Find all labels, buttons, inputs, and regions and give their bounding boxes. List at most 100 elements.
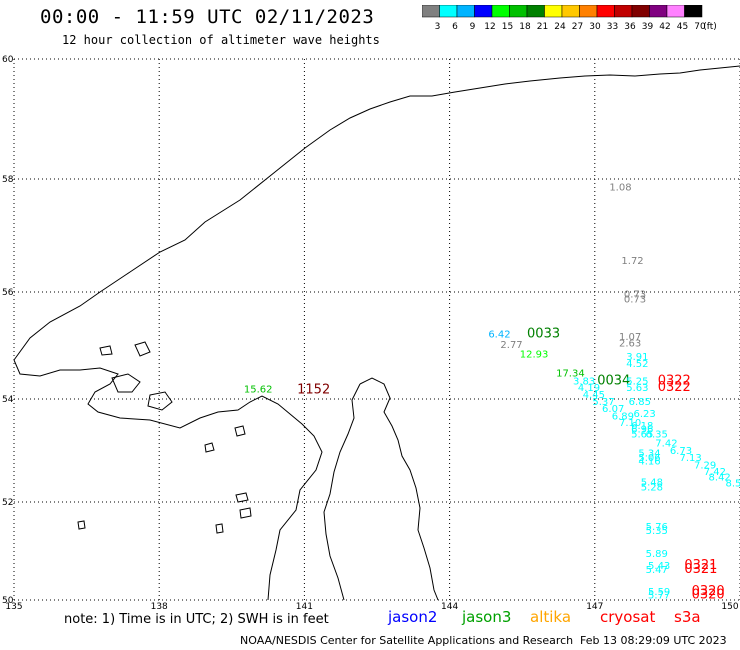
lat-tick-label: 58 [2,175,14,185]
lon-tick-label: 144 [441,602,458,610]
wave-height-label: 4.52 [626,359,648,370]
lat-tick-label: 52 [2,498,13,508]
color-unit-label: (ft) [703,22,717,31]
wave-height-map: 1.08 1.72 0.730.73 1.072.63 2.776.42 0033 12.9… [2,55,740,610]
wave-height-label: 5.25 [626,377,648,388]
wave-height-label: 0322 [658,380,691,395]
footer-date: Feb 13 08:29:09 UTC 2023 [580,634,727,647]
lon-tick-label: 138 [151,602,168,610]
lon-tick-label: 135 [5,602,22,610]
small-island [235,492,249,503]
wave-height-label: 15.62 [244,385,273,396]
wave-height-label: 1.07 [619,332,641,343]
legend-s3a: s3a [674,608,701,626]
wave-height-label: 6.85 [629,397,651,408]
wave-height-label: 6.23 [634,409,656,420]
wave-height-label: 6.96 [631,424,653,435]
legend-cryosat: cryosat [600,608,656,626]
wave-height-label: 0034 [597,374,630,389]
wave-height-label: 0321 [684,558,717,573]
color-tick-label: 24 [554,22,566,31]
color-tick-label: 33 [607,22,618,31]
small-island [204,442,215,453]
wave-height-label: 12.93 [520,349,549,360]
color-swatch [684,5,703,18]
lon-tick-label: 150 [721,602,738,610]
wave-height-label: 6.07 [602,404,624,415]
wave-height-label: 0320 [692,588,725,603]
lat-tick-label: 50 [2,596,14,606]
color-tick-label: 12 [484,22,495,31]
wave-height-label: 2.77 [500,340,522,351]
legend-altika: altika [530,608,572,626]
wave-height-label: 1.08 [609,182,631,193]
wave-height-label: 0033 [527,326,560,341]
color-tick-label: 42 [659,22,670,31]
lat-tick-label: 60 [2,55,14,65]
legend-note: note: 1) Time is in UTC; 2) SWH is in fe… [64,612,329,627]
sakhalin-island [323,377,439,601]
small-island [234,425,246,437]
wave-height-label: 0321 [684,562,717,577]
coastline-north [13,65,740,361]
color-tick-label: 30 [589,22,601,31]
color-tick-label: 3 [435,22,441,31]
chart-subtitle: 12 hour collection of altimeter wave hei… [62,33,380,47]
color-tick-label: 36 [624,22,636,31]
shantar-island-2 [147,391,173,411]
color-tick-label: 15 [502,22,513,31]
color-tick-label: 39 [642,22,654,31]
color-tick-label: 70 [694,22,706,31]
axis-labels: 135 138 141 144 147 150 60 58 56 54 52 50 [2,55,739,610]
wave-height-label: 5.43 [648,561,670,572]
map-grid [13,58,740,601]
chart-title: 00:00 - 11:59 UTC 02/11/2023 [40,6,375,28]
wave-height-label: 5.65 [631,430,653,441]
wave-height-label: 3.83 [573,377,595,388]
color-tick-label: 9 [470,22,476,31]
wave-height-label: 1.72 [621,256,643,267]
lat-tick-label: 56 [2,288,14,298]
coastline [13,65,740,601]
color-tick-label: 18 [519,22,531,31]
lat-tick-label: 54 [2,395,14,405]
wave-height-label: 5.76 [646,522,668,533]
wave-height-label: 5.06 [638,453,660,464]
color-scale-bar: 3 6 9 12 15 18 21 24 27 30 33 36 39 42 45 70(ft) [422,5,717,31]
wave-height-label: 4.16 [638,456,660,467]
lon-tick-label: 147 [586,602,603,610]
wave-height-label: 2.63 [619,339,641,350]
wave-height-label: 5.63 [626,383,648,394]
wave-height-label: 6.42 [488,329,510,340]
legend-jason2: jason2 [388,608,438,626]
small-island [77,520,86,530]
wave-height-label: 5.89 [646,549,668,560]
color-tick-label: 6 [452,22,458,31]
wave-height-label: 0322 [658,374,691,389]
wave-height-label: 5.48 [641,478,663,489]
wave-height-label: 7.29 [694,461,716,472]
wave-height-label: 0320 [692,584,725,599]
wave-height-label: 7.42 [704,467,726,478]
color-tick-label: 45 [677,22,688,31]
footer-source: NOAA/NESDIS Center for Satellite Applica… [240,634,574,647]
observation-labels: 1.08 1.72 0.730.73 1.072.63 2.776.42 0033 12.9… [244,182,740,602]
wave-height-label: 6.89 [612,412,634,423]
wave-height-label: 7.13 [680,453,702,464]
wave-height-label: 5.34 [638,449,660,460]
wave-height-label: 6.18 [631,421,653,432]
color-tick-label: 21 [537,22,548,31]
wave-height-label: 5.47 [646,565,668,576]
lon-tick-label: 141 [296,602,313,610]
small-island [215,523,224,534]
wave-height-label: 3.91 [626,352,648,363]
wave-height-label: 6.73 [670,446,692,457]
wave-height-label: 17.34 [556,369,585,380]
color-tick-label: 27 [572,22,583,31]
wave-height-label: 8.52 [725,479,740,490]
wave-height-label: 5.59 [648,587,670,598]
wave-height-label: 0.73 [624,295,646,306]
wave-height-label: 8.42 [709,472,731,483]
wave-height-label: 5.77 [648,591,670,602]
small-island [134,341,151,357]
